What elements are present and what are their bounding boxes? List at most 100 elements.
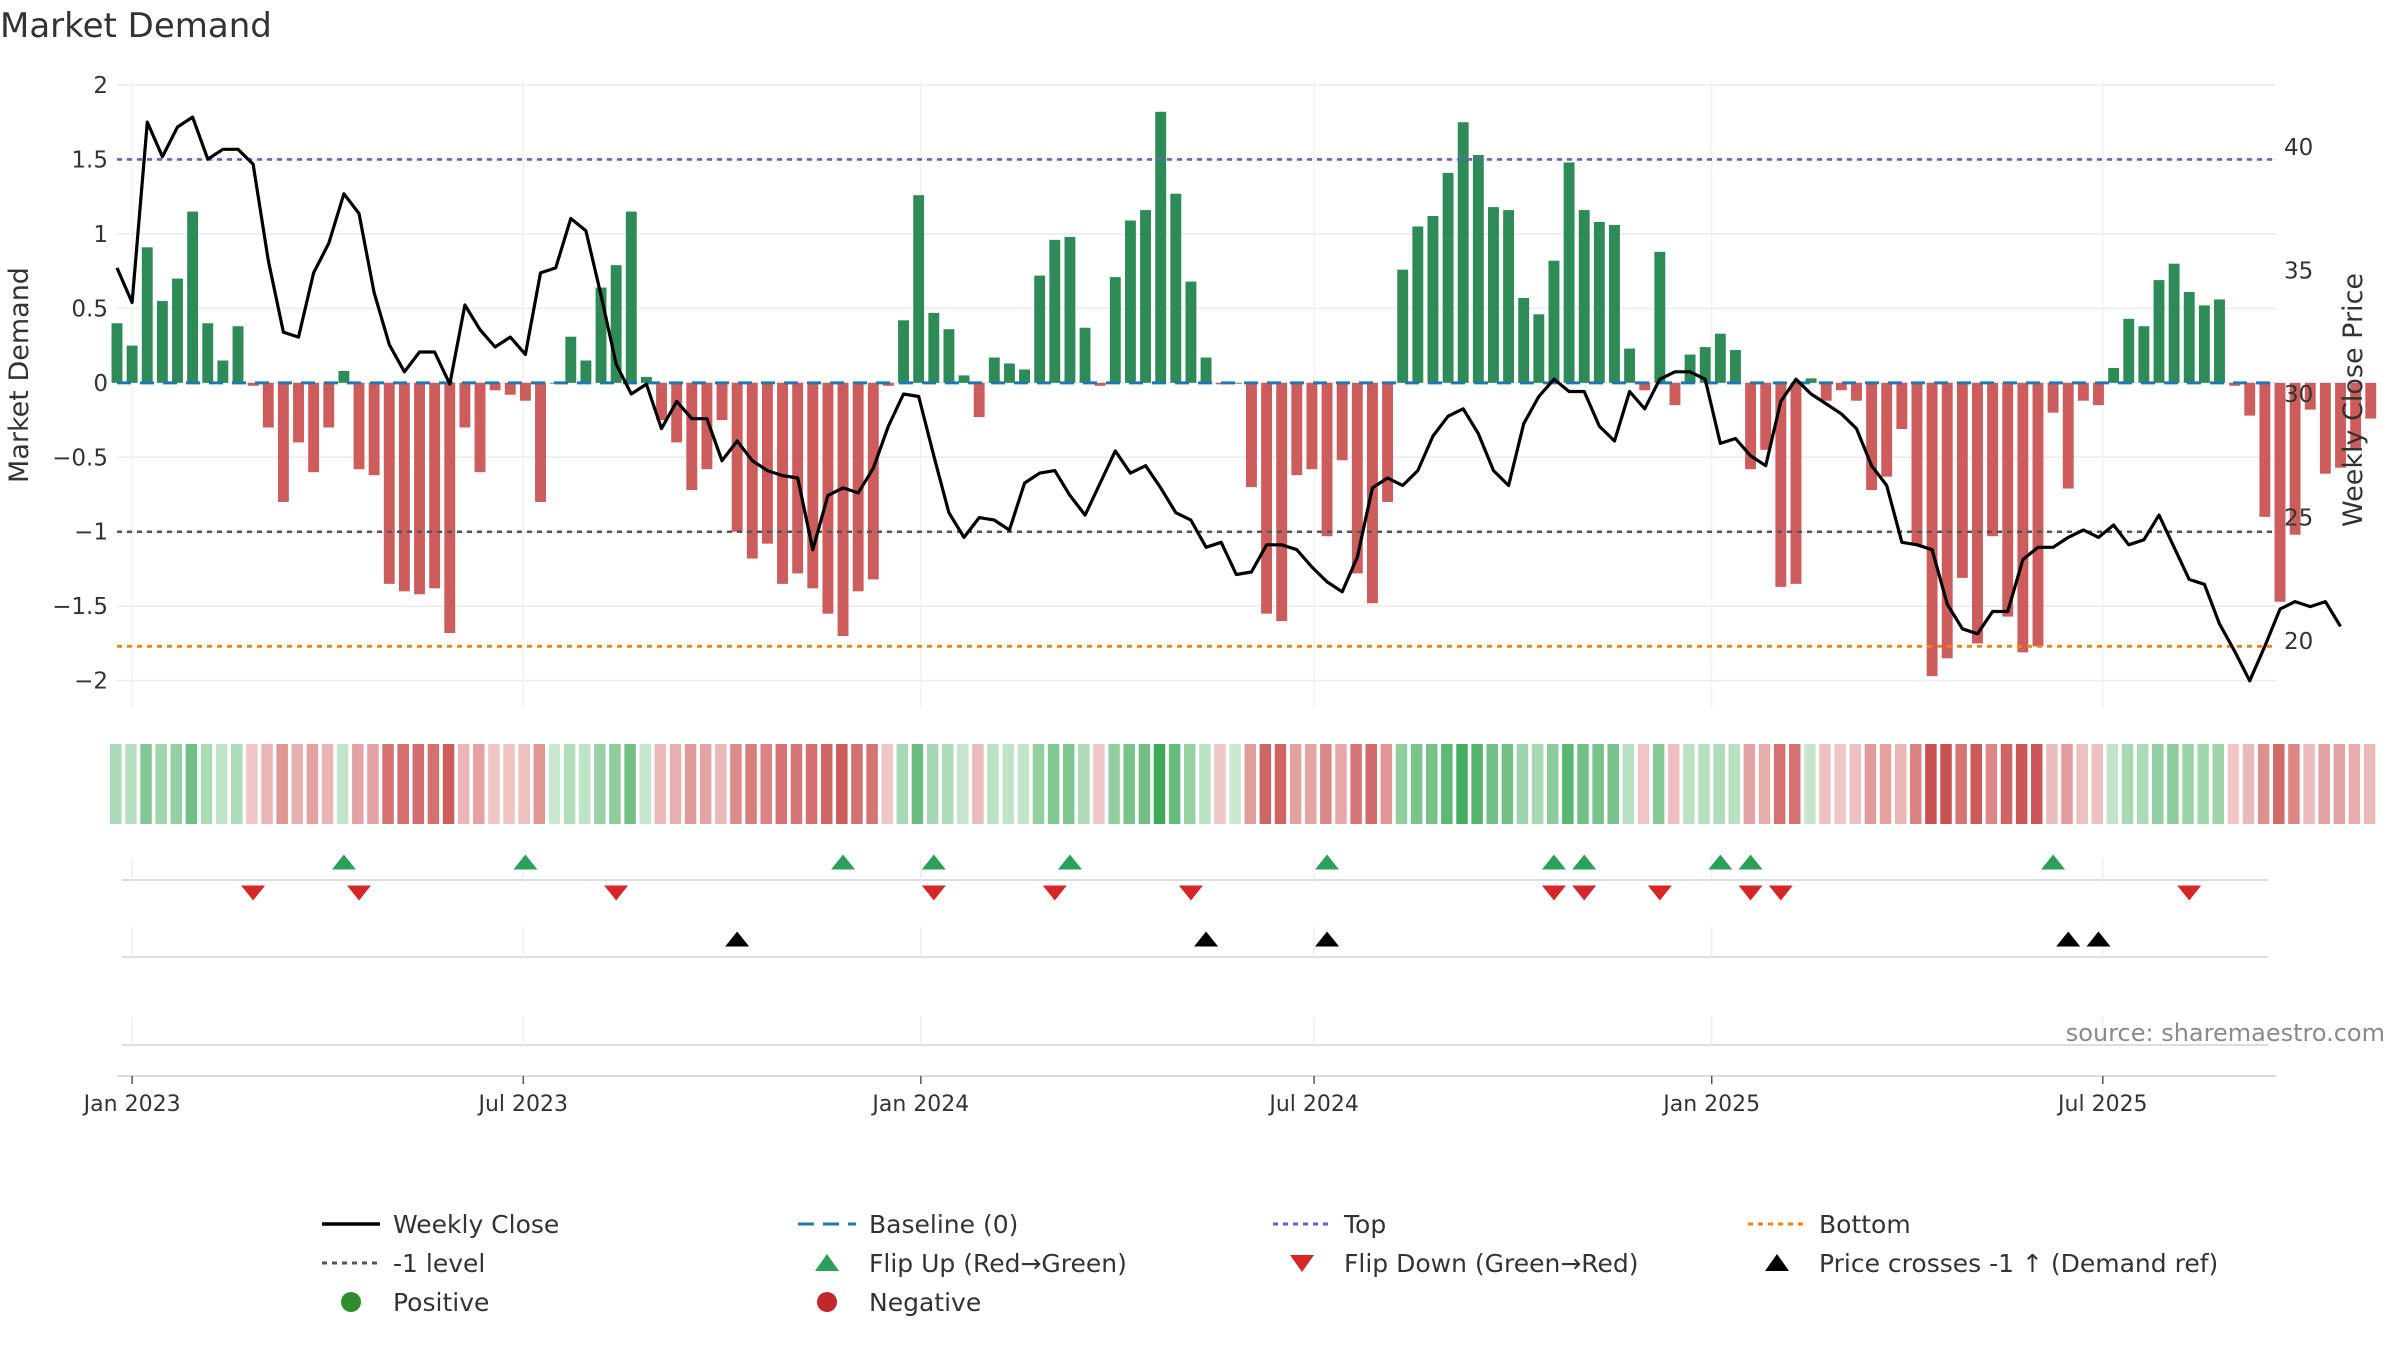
negative-bar [2350,382,2362,449]
heat-cell [1168,744,1181,824]
heat-cell [1940,744,1952,824]
flip-up-marker [1708,854,1733,870]
positive-bar [217,360,229,383]
heat-cell [1471,744,1483,824]
positive-bar [141,247,153,383]
negative-bar [293,382,304,443]
heat-cell [654,744,667,824]
negative-bar [2032,382,2044,647]
heat-cell [2000,744,2013,824]
positive-bar [2168,263,2180,383]
heat-cell [987,744,999,824]
negative-bar [1382,382,1394,502]
negative-bar [1956,382,1968,578]
flip-down-marker [1768,885,1793,901]
legend-label: Weekly Close [393,1210,559,1239]
heat-cell [972,744,984,824]
heat-cell [1274,744,1287,824]
negative-bar [2259,382,2271,517]
heat-cell [2288,744,2300,824]
positive-bar [1185,281,1197,383]
negative-bar [1941,382,1953,659]
positive-bar [156,300,168,383]
heat-cell [1773,744,1786,824]
heat-cell [1894,744,1907,824]
negative-bar [1881,382,1893,477]
heat-cell [1047,744,1060,824]
positive-bar [1714,333,1726,383]
heat-cell [503,744,515,824]
flip-up-marker [921,854,946,870]
positive-bar [2123,318,2135,383]
positive-bar [988,357,1000,383]
flip-down-marker [2177,885,2202,901]
positive-bar [1034,275,1046,383]
legend-triangle-up-swatch [1765,1254,1789,1271]
negative-bar [1261,382,1273,614]
legend-item: Top [1273,1210,1386,1239]
negative-bar [323,382,335,428]
positive-bar [1427,216,1439,383]
positive-bar [1124,220,1136,383]
heat-cell [1622,744,1635,824]
negative-bar [444,382,456,634]
heat-cell [2136,744,2149,824]
heat-cell [2318,744,2330,824]
positive-bar [1609,224,1620,383]
heat-cell [2197,744,2209,824]
heat-cell [2061,744,2073,824]
heat-cell [1062,744,1075,824]
negative-bar [2244,382,2256,416]
heat-cell [1698,744,1710,824]
legend-label: Bottom [1819,1210,1911,1239]
x-tick-label: Jul 2024 [1267,1092,1359,1117]
heat-cell [336,744,349,824]
positive-bar [1624,348,1636,383]
heat-cell [926,744,939,824]
negative-bar [1866,382,1878,491]
flip-down-marker [1178,885,1203,901]
heat-cell [2348,744,2361,824]
heat-cell [1456,744,1468,824]
heat-cell [911,744,924,824]
heat-cell [1183,744,1196,824]
heat-cell [896,744,909,824]
negative-bar [1351,382,1363,574]
positive-bar [1457,122,1469,383]
heat-cell [170,744,183,824]
heat-cell [790,744,803,824]
heat-cell [639,744,651,824]
weekly-close-line [115,115,2342,683]
x-tick-label: Jul 2023 [476,1092,568,1117]
heat-cell [2242,744,2255,824]
positive-bar [610,265,622,383]
positive-bar [943,329,955,383]
positive-bar [111,323,123,383]
heat-cell [488,744,500,824]
flip-down-marker [1572,885,1597,901]
positive-bar [1548,260,1560,383]
heat-cell [2121,744,2134,824]
heat-cell [2015,744,2028,824]
heat-cell [2212,744,2225,824]
heat-cell [820,744,833,824]
heat-cell [2333,744,2346,824]
flip-down-marker [1647,885,1672,901]
positive-bar [2198,305,2210,383]
positive-bar [202,323,214,383]
price-cross-marker [1315,931,1340,947]
legend-item: Price crosses -1 ↑ (Demand ref) [1765,1249,2218,1278]
positive-bar [1684,354,1696,383]
y-tick-label: −0.5 [52,445,108,471]
heat-cell [1849,744,1862,824]
legend-item: Flip Up (Red→Green) [815,1249,1127,1278]
heat-cell [352,744,364,824]
heat-cell [1078,744,1090,824]
negative-bar [1972,382,1983,644]
positive-bar [1397,269,1409,383]
negative-bar [1987,382,1999,537]
heat-cell [1955,744,1967,824]
heat-cell [457,744,470,824]
demand-heat-strip [110,744,2376,824]
heat-cell [2031,744,2043,824]
